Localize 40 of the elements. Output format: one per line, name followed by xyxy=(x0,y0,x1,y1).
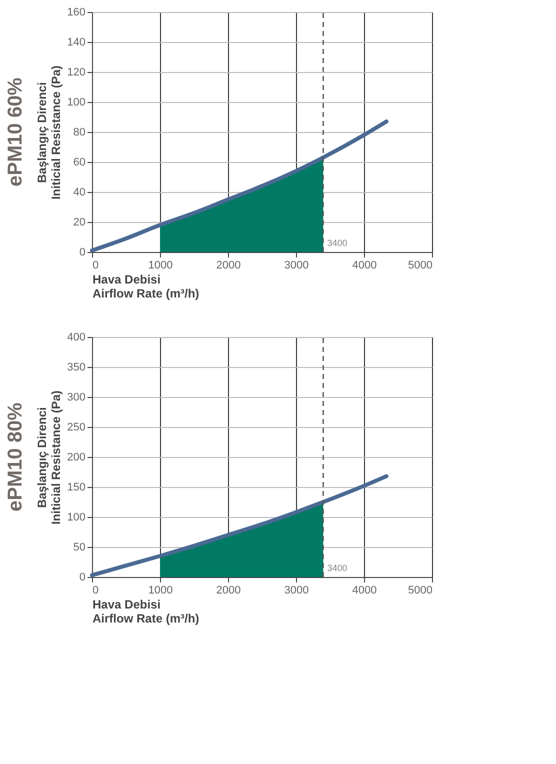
y-tick-label: 400 xyxy=(67,332,86,344)
x-tick-label: 0 xyxy=(92,584,99,596)
x-tick-label: 3000 xyxy=(284,584,309,596)
x-tick-label: 1000 xyxy=(148,260,173,272)
y-tick-label: 150 xyxy=(67,482,86,494)
x-tick-label: 0 xyxy=(92,260,99,272)
y-tick-label: 40 xyxy=(73,186,86,198)
y-tick-label: 60 xyxy=(73,156,86,168)
y-axis-title: Başlangıç Direnci Initicial Resistance (Pa) xyxy=(35,65,64,200)
y-tick-label: 300 xyxy=(67,392,86,404)
y-tick-label: 350 xyxy=(67,362,86,374)
x-axis-title: Hava Debisi Airflow Rate (m³/h) xyxy=(92,272,200,300)
x-tick-label: 2000 xyxy=(216,260,241,272)
line-series xyxy=(90,120,388,252)
x-tick-label: 4000 xyxy=(352,584,377,596)
x-axis-title: Hava Debisi Airflow Rate (m³/h) xyxy=(92,598,200,626)
y-tick-label: 200 xyxy=(67,452,86,464)
y-tick-label: 0 xyxy=(79,246,86,258)
x-tick-label: 5000 xyxy=(408,584,432,596)
x-tick-label: 3000 xyxy=(284,260,309,272)
y-tick-label: 120 xyxy=(67,66,86,78)
text: ePM10 80% xyxy=(4,402,27,512)
text: ePM10 60% xyxy=(4,77,27,186)
y-tick-label: 80 xyxy=(73,126,86,138)
ref-line-label: 3400 xyxy=(327,563,348,573)
x-tick-label: 4000 xyxy=(352,260,377,272)
y-tick-label: 160 xyxy=(67,6,86,18)
x-tick-label: 5000 xyxy=(408,260,432,272)
ref-line-label: 3400 xyxy=(327,238,348,248)
y-tick-label: 250 xyxy=(67,422,86,434)
y-axis-title: Başlangıç Direnci Initicial Resistance (Pa) xyxy=(35,390,64,525)
y-tick-label: 100 xyxy=(67,96,86,108)
y-tick-label: 0 xyxy=(79,572,86,584)
y-tick-label: 50 xyxy=(73,542,86,554)
x-tick-label: 1000 xyxy=(148,584,173,596)
y-tick-label: 20 xyxy=(73,216,86,228)
y-tick-label: 140 xyxy=(67,36,86,48)
line-series xyxy=(90,474,388,578)
x-tick-label: 2000 xyxy=(216,584,241,596)
y-tick-label: 100 xyxy=(67,512,86,524)
